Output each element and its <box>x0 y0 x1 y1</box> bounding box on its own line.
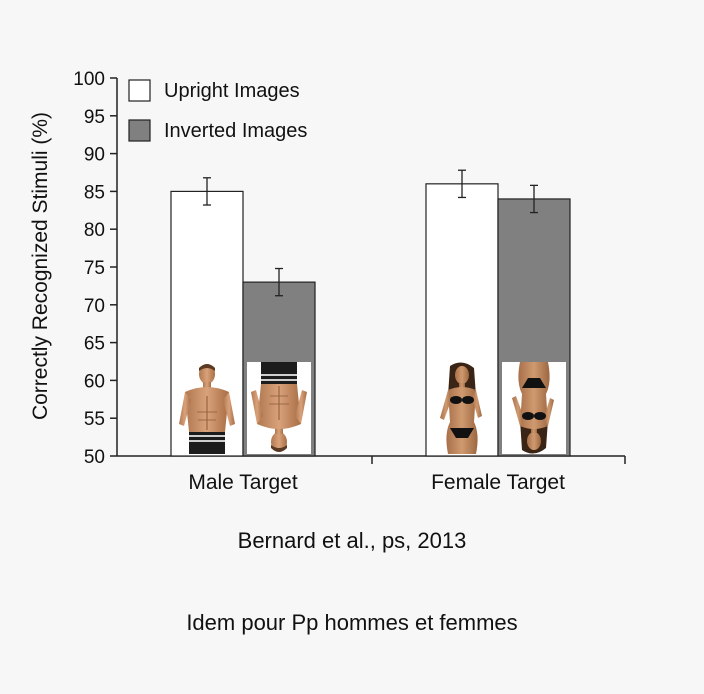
y-tick-label: 70 <box>84 296 105 317</box>
male-upright-photo-icon <box>174 361 240 455</box>
y-tick-label: 80 <box>84 220 105 241</box>
figure-photo <box>174 361 240 455</box>
legend-label: Inverted Images <box>164 120 307 142</box>
female-upright-photo-icon <box>430 362 494 454</box>
male-inverted-photo-icon <box>246 361 312 455</box>
note-caption: Idem pour Pp hommes et femmes <box>186 610 518 635</box>
x-tick-label: Male Target <box>188 471 298 494</box>
y-tick-label: 75 <box>84 258 105 279</box>
legend-swatch <box>128 119 151 142</box>
figure-photo <box>246 361 312 455</box>
y-tick-label: 50 <box>84 447 105 468</box>
y-tick-label: 90 <box>84 145 105 166</box>
y-tick-label: 95 <box>84 107 105 128</box>
y-tick-label: 55 <box>84 409 105 430</box>
figure-photo <box>502 362 566 454</box>
y-tick-label: 85 <box>84 182 105 203</box>
y-tick-label: 65 <box>84 334 105 355</box>
legend-swatch <box>128 79 151 102</box>
y-axis-label: Correctly Recognized Stimuli (%) <box>29 112 52 420</box>
y-tick-label: 60 <box>84 371 105 392</box>
legend-label: Upright Images <box>164 80 300 102</box>
figure-photo <box>430 362 494 454</box>
x-tick-label: Female Target <box>431 471 565 494</box>
y-tick-label: 100 <box>73 69 105 90</box>
female-inverted-photo-icon <box>502 362 566 454</box>
bar-chart: 50 55 60 65 70 75 80 85 90 95 100 Male Target Femal… <box>29 69 626 494</box>
citation-caption: Bernard et al., ps, 2013 <box>237 528 467 553</box>
